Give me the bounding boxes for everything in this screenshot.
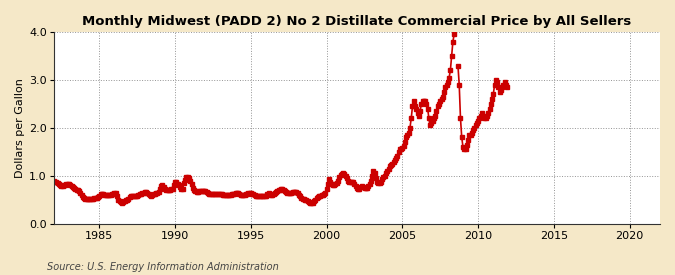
Text: Source: U.S. Energy Information Administration: Source: U.S. Energy Information Administ… [47,262,279,272]
Y-axis label: Dollars per Gallon: Dollars per Gallon [15,78,25,178]
Title: Monthly Midwest (PADD 2) No 2 Distillate Commercial Price by All Sellers: Monthly Midwest (PADD 2) No 2 Distillate… [82,15,632,28]
